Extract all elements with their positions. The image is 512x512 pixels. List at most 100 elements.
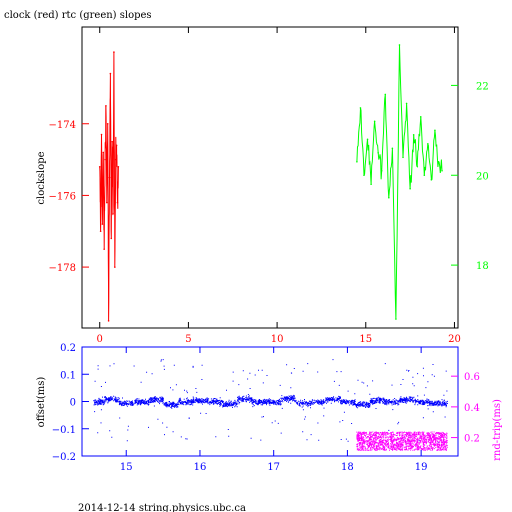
bottom-y-tick-label: 0.1 (60, 370, 76, 381)
top-y-tick-label: −178 (49, 263, 76, 274)
roundtrip-point (379, 441, 382, 443)
rtc-point (356, 160, 358, 163)
chart-title: clock (red) rtc (green) slopes (4, 10, 152, 21)
offset-point (317, 400, 319, 403)
clock-point (110, 237, 113, 240)
bottom-x-tick-label: 18 (341, 462, 354, 473)
clock-point (114, 158, 117, 161)
clock-point (117, 165, 120, 168)
rtc-point (409, 187, 411, 190)
offset-point (331, 397, 334, 400)
clock-point (103, 248, 105, 250)
bottom-y-tick-label: −0.2 (52, 452, 76, 463)
top-y-axis-label: clockslope (36, 151, 47, 204)
clock-point (116, 201, 119, 204)
bottom-plot-axes: 15 16 17 18 19 0.2 0.1 0 −0.1 −0.2 0.6 0.4 0.2 (52, 343, 480, 473)
roundtrip-point (412, 439, 415, 442)
roundtrip-point (424, 441, 426, 443)
clock-point (100, 133, 103, 136)
rtc-point (441, 169, 443, 172)
offset-point (110, 397, 113, 400)
bottom-plot-marks (93, 359, 448, 451)
clock-point (111, 140, 113, 143)
rtc-series-line (356, 44, 443, 320)
rtc-point (419, 116, 422, 118)
clock-point (115, 144, 118, 147)
rtc-point (427, 143, 429, 145)
clock-point (104, 158, 106, 161)
top-y-tick-label: −176 (49, 191, 76, 202)
offset-point (435, 402, 437, 404)
offset-point (390, 400, 393, 403)
bottom-x-tick-label: 17 (267, 462, 280, 473)
bottom-y-axis-label: offset(ms) (36, 377, 47, 428)
offset-point (272, 400, 275, 403)
top-x-tick-label: 5 (185, 334, 191, 345)
rtc-point (380, 169, 383, 172)
roundtrip-point (446, 439, 448, 442)
offset-point (228, 402, 231, 405)
bottom-y-tick-label: −0.1 (52, 425, 76, 436)
roundtrip-point (390, 439, 393, 442)
clock-series-line (99, 52, 119, 321)
top-x-tick-label: 0 (97, 334, 103, 345)
clock-point (98, 165, 101, 168)
offset-point (213, 400, 216, 403)
offset-point (199, 399, 201, 401)
rtc-point (363, 174, 365, 177)
top-plot-frame (81, 26, 459, 329)
bottom-y-tick-label: 0 (70, 398, 76, 409)
bottom-x-tick-label: 15 (120, 462, 133, 473)
offset-point (125, 402, 128, 404)
clock-point (108, 176, 111, 179)
offset-point (420, 400, 422, 403)
top-y-tick-label: −174 (49, 120, 76, 131)
offset-point (361, 403, 363, 406)
top-y2-tick-label: 18 (476, 261, 489, 272)
bottom-y2-tick-label: 0.6 (464, 372, 480, 383)
rtc-point (423, 174, 426, 177)
rtc-point (434, 129, 436, 132)
clock-point (99, 230, 102, 233)
clock-point (112, 212, 114, 215)
clock-point (106, 122, 109, 125)
bottom-y-tick-label: 0.2 (60, 343, 76, 354)
roundtrip-point (435, 438, 437, 440)
rtc-point (388, 196, 390, 199)
offset-point (287, 397, 290, 400)
top-plot-axes: 0 5 10 15 20 −174 −176 −178 22 20 18 (49, 27, 489, 345)
footer-host-date: 2014-12-14 string.physics.ubc.ca (78, 503, 246, 512)
roundtrip-point (368, 438, 371, 440)
rtc-point (412, 134, 415, 136)
rtc-point (430, 178, 433, 181)
rtc-point (384, 93, 387, 96)
top-x-tick-label: 15 (359, 334, 372, 345)
clock-point (102, 151, 105, 154)
rtc-point (402, 156, 404, 159)
clock-point (106, 201, 108, 204)
roundtrip-point (401, 436, 404, 439)
clock-point (114, 266, 116, 268)
rtc-point (437, 160, 440, 163)
bottom-y2-tick-label: 0.4 (464, 403, 480, 414)
clock-point (109, 72, 112, 75)
top-plot-marks (98, 44, 443, 322)
rtc-point (405, 102, 408, 105)
offset-point (376, 399, 378, 401)
top-x-tick-label: 20 (448, 334, 461, 345)
offset-point (154, 398, 157, 401)
roundtrip-scatter-points (356, 431, 448, 451)
offset-scatter-points (93, 359, 448, 444)
rtc-point (416, 165, 419, 168)
rtc-point (359, 107, 362, 109)
top-y2-tick-label: 20 (476, 171, 489, 182)
clock-point (105, 105, 107, 107)
roundtrip-point (357, 439, 360, 442)
rtc-point (373, 120, 376, 123)
offset-point (302, 402, 304, 404)
bottom-x-tick-label: 19 (415, 462, 428, 473)
rtc-point (398, 44, 401, 46)
clock-point (101, 223, 104, 225)
top-x-tick-label: 10 (271, 334, 284, 345)
